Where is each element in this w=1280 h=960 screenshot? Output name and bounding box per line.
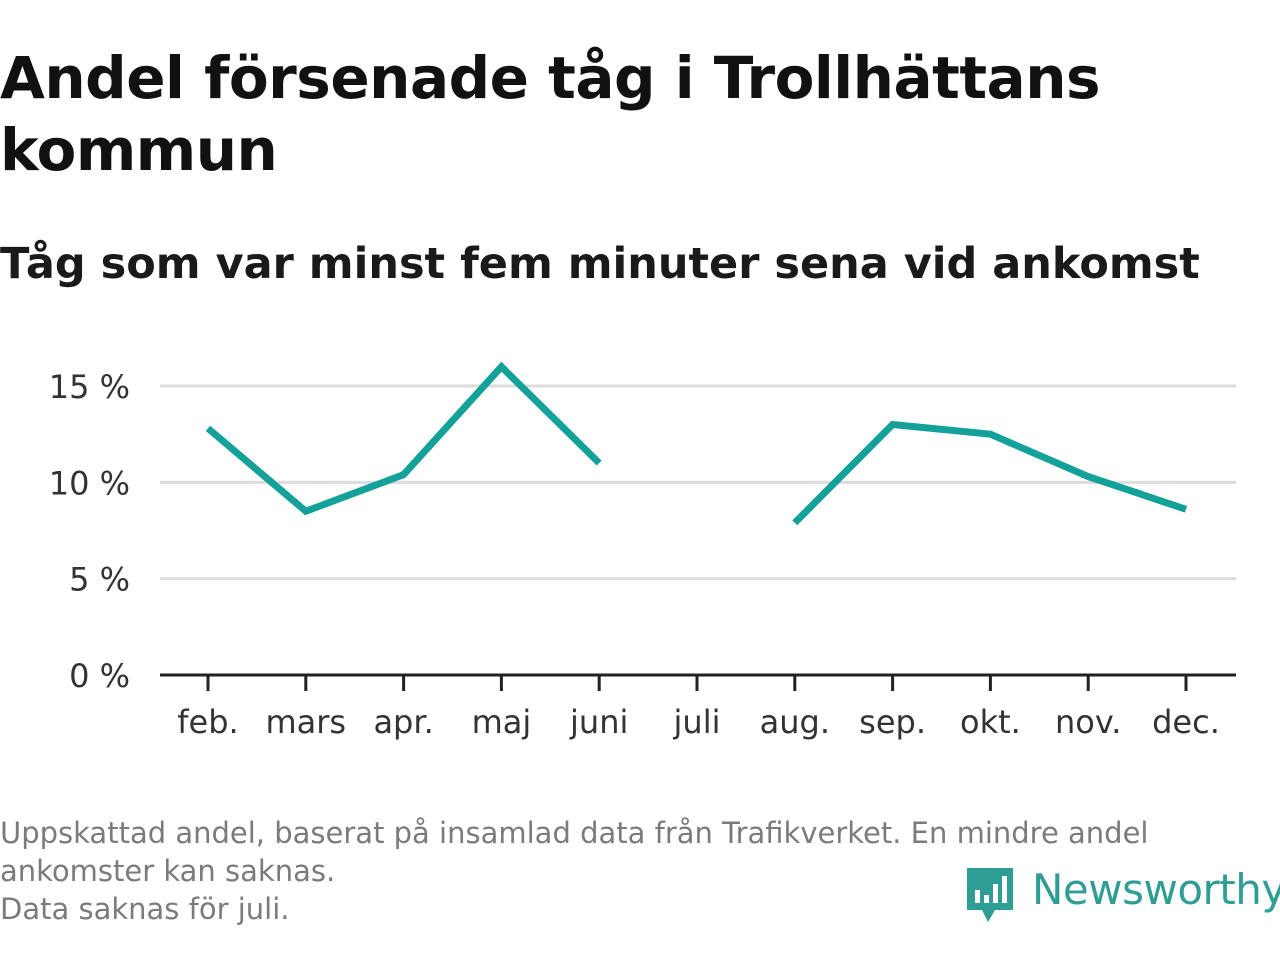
y-axis-tick-labels: 0 % 5 % 10 % 15 %	[49, 368, 130, 695]
series-line-segment	[792, 420, 1188, 526]
x-tick-label: apr.	[373, 703, 433, 741]
footnote-line-3: Data saknas för juli.	[0, 892, 290, 926]
newsworthy-brand: Newsworthy	[964, 864, 1280, 926]
brand-name: Newsworthy	[1032, 865, 1280, 914]
x-tick-label: mars	[265, 703, 346, 741]
footnote: Uppskattad andel, baserat på insamlad da…	[0, 814, 1270, 928]
y-tick-label: 15 %	[49, 368, 130, 406]
x-tick-label: okt.	[960, 703, 1021, 741]
chart-title: Andel försenade tåg i Trollhättans kommu…	[0, 44, 1101, 184]
x-tick-label: sep.	[859, 703, 926, 741]
x-tick-label: maj	[472, 703, 532, 741]
x-tick-label: nov.	[1055, 703, 1121, 741]
line-chart: 0 % 5 % 10 % 15 % feb. mars apr. maj juni juli au…	[49, 361, 1236, 741]
x-tick-label: juli	[673, 703, 721, 741]
newsworthy-logo-icon	[967, 868, 1013, 922]
x-axis: feb. mars apr. maj juni juli aug. sep. okt. nov. d…	[160, 673, 1236, 741]
chart-subtitle: Tåg som var minst fem minuter sena vid a…	[0, 239, 1200, 289]
y-tick-label: 0 %	[69, 657, 130, 695]
x-tick-label: juni	[569, 703, 628, 741]
series-lines	[205, 361, 1188, 526]
series-line-segment	[205, 361, 602, 516]
y-tick-label: 10 %	[49, 464, 130, 502]
x-tick-label: feb.	[177, 703, 238, 741]
footnote-line-1: Uppskattad andel, baserat på insamlad da…	[0, 816, 1149, 850]
gridlines	[160, 384, 1236, 581]
footnote-line-2: ankomster kan saknas.	[0, 854, 336, 888]
x-tick-label: aug.	[760, 703, 830, 741]
y-tick-label: 5 %	[69, 561, 130, 599]
x-tick-label: dec.	[1152, 703, 1220, 741]
